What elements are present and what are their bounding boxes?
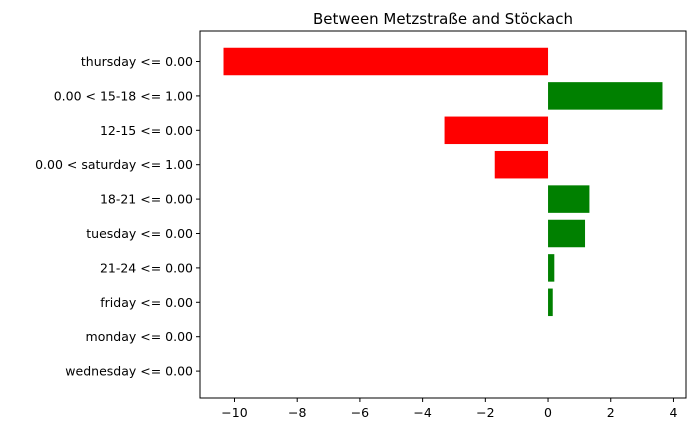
chart-title: Between Metzstraße and Stöckach — [313, 10, 573, 28]
y-tick-label: 21-24 <= 0.00 — [100, 260, 193, 275]
x-tick-label: 0 — [544, 405, 552, 420]
x-tick-label: −4 — [413, 405, 431, 420]
bars-group — [223, 47, 663, 317]
y-tick-label: 12-15 <= 0.00 — [100, 123, 193, 138]
bar — [494, 150, 549, 179]
x-tick-label: 4 — [669, 405, 677, 420]
bar — [223, 47, 549, 76]
y-tick-label: 0.00 < saturday <= 1.00 — [35, 157, 193, 172]
y-tick-label: tuesday <= 0.00 — [86, 226, 193, 241]
bar — [548, 185, 590, 213]
bar — [548, 288, 553, 317]
x-tick-label: −10 — [221, 405, 247, 420]
y-tick-label: friday <= 0.00 — [100, 295, 193, 310]
x-tick-label: −2 — [476, 405, 494, 420]
plot-frame — [199, 30, 687, 399]
y-tick-label: 0.00 < 15-18 <= 1.00 — [54, 88, 193, 103]
bar — [444, 116, 549, 145]
y-tick-label: wednesday <= 0.00 — [65, 364, 193, 379]
bar — [548, 254, 555, 282]
x-tick-label: −8 — [288, 405, 306, 420]
bar — [548, 82, 663, 110]
x-tick-label: −6 — [351, 405, 369, 420]
bar — [548, 219, 586, 248]
x-axis-ticks: −10 −8 −6 −4 −2 0 2 4 — [221, 398, 677, 420]
y-tick-label: thursday <= 0.00 — [81, 54, 193, 69]
y-tick-label: 18-21 <= 0.00 — [100, 192, 193, 207]
y-tick-label: monday <= 0.00 — [86, 329, 194, 344]
y-axis-ticks: thursday <= 0.00 0.00 < 15-18 <= 1.00 12-1… — [35, 54, 200, 379]
x-tick-label: 2 — [607, 405, 615, 420]
